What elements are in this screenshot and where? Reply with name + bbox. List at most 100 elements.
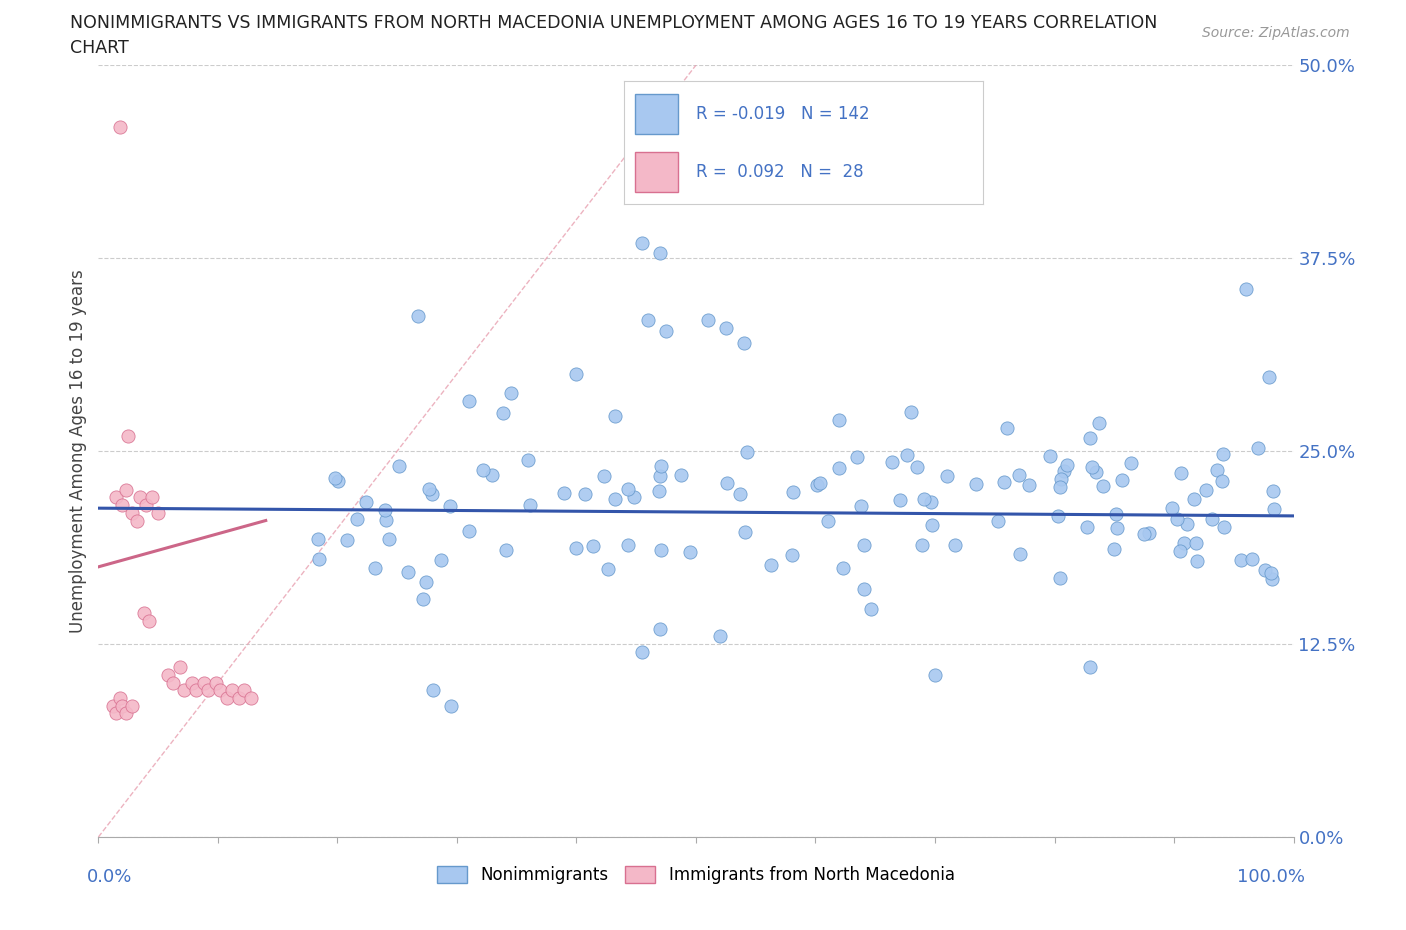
Point [1260, 572, 1282, 587]
Point [1182, 492, 1205, 507]
Point [495, 542, 517, 557]
Point [193, 675, 215, 690]
Point [808, 476, 831, 491]
Point [439, 498, 461, 513]
Point [734, 525, 756, 539]
Point [1170, 465, 1192, 480]
Point [828, 460, 851, 475]
Point [593, 469, 616, 484]
Point [186, 683, 208, 698]
Point [1212, 446, 1234, 461]
Point [910, 538, 932, 552]
Point [1241, 551, 1264, 566]
Point [1161, 500, 1184, 515]
Point [1213, 519, 1236, 534]
Point [121, 505, 143, 520]
Point [115, 706, 138, 721]
Point [125, 513, 148, 528]
Point [1076, 519, 1098, 534]
Point [828, 413, 851, 428]
Point [1039, 449, 1062, 464]
Point [1137, 525, 1160, 540]
Point [374, 512, 396, 527]
Point [221, 683, 243, 698]
Point [141, 490, 163, 505]
Point [849, 498, 872, 513]
Point [412, 591, 434, 606]
Point [458, 524, 481, 538]
Point [240, 691, 263, 706]
Point [108, 691, 131, 706]
Point [108, 119, 131, 134]
Point [472, 462, 495, 477]
Point [1260, 566, 1282, 581]
Point [1132, 526, 1154, 541]
Point [1185, 553, 1208, 568]
Point [605, 408, 627, 423]
Point [859, 602, 882, 617]
Point [845, 449, 868, 464]
Point [111, 498, 134, 512]
Point [943, 538, 966, 552]
Point [457, 393, 479, 408]
Point [1111, 472, 1133, 487]
Point [1263, 501, 1285, 516]
Point [1056, 458, 1078, 472]
Point [1085, 464, 1108, 479]
Point [617, 482, 640, 497]
Point [759, 558, 782, 573]
Point [603, 492, 626, 507]
Point [565, 366, 588, 381]
Point [817, 513, 839, 528]
Point [782, 485, 804, 499]
Point [1246, 441, 1268, 456]
Point [492, 406, 515, 421]
Point [965, 476, 987, 491]
Point [1105, 521, 1128, 536]
Point [735, 445, 758, 459]
Point [1080, 659, 1102, 674]
Point [650, 246, 672, 261]
Point [1091, 479, 1114, 494]
Point [1018, 477, 1040, 492]
Point [129, 490, 152, 505]
Point [582, 538, 605, 553]
Point [1008, 546, 1031, 561]
Point [617, 538, 640, 552]
Point [831, 561, 853, 576]
Point [135, 498, 157, 512]
Point [1205, 462, 1227, 477]
Point [1049, 479, 1071, 494]
Point [418, 482, 440, 497]
Point [415, 574, 437, 589]
Point [852, 538, 875, 552]
Point [336, 533, 359, 548]
Point [679, 545, 702, 560]
Point [650, 621, 672, 636]
Point [987, 513, 1010, 528]
Text: 100.0%: 100.0% [1237, 868, 1306, 886]
Point [346, 512, 368, 526]
Point [422, 683, 444, 698]
Point [655, 324, 678, 339]
Point [669, 467, 692, 482]
Point [1050, 472, 1073, 486]
Y-axis label: Unemployment Among Ages 16 to 19 years: Unemployment Among Ages 16 to 19 years [69, 269, 87, 633]
Point [169, 659, 191, 674]
Point [180, 675, 202, 690]
Point [429, 552, 451, 567]
Legend: Nonimmigrants, Immigrants from North Macedonia: Nonimmigrants, Immigrants from North Mac… [430, 859, 962, 890]
Point [1088, 416, 1111, 431]
Text: NONIMMIGRANTS VS IMMIGRANTS FROM NORTH MACEDONIA UNEMPLOYMENT AMONG AGES 16 TO 1: NONIMMIGRANTS VS IMMIGRANTS FROM NORTH M… [70, 14, 1157, 32]
Point [1234, 282, 1257, 297]
Point [156, 668, 179, 683]
Point [121, 698, 143, 713]
Point [1195, 483, 1218, 498]
Point [354, 495, 377, 510]
Point [396, 565, 419, 579]
Point [1257, 369, 1279, 384]
Point [728, 486, 751, 501]
Point [912, 491, 935, 506]
Point [105, 706, 128, 721]
Point [516, 453, 538, 468]
